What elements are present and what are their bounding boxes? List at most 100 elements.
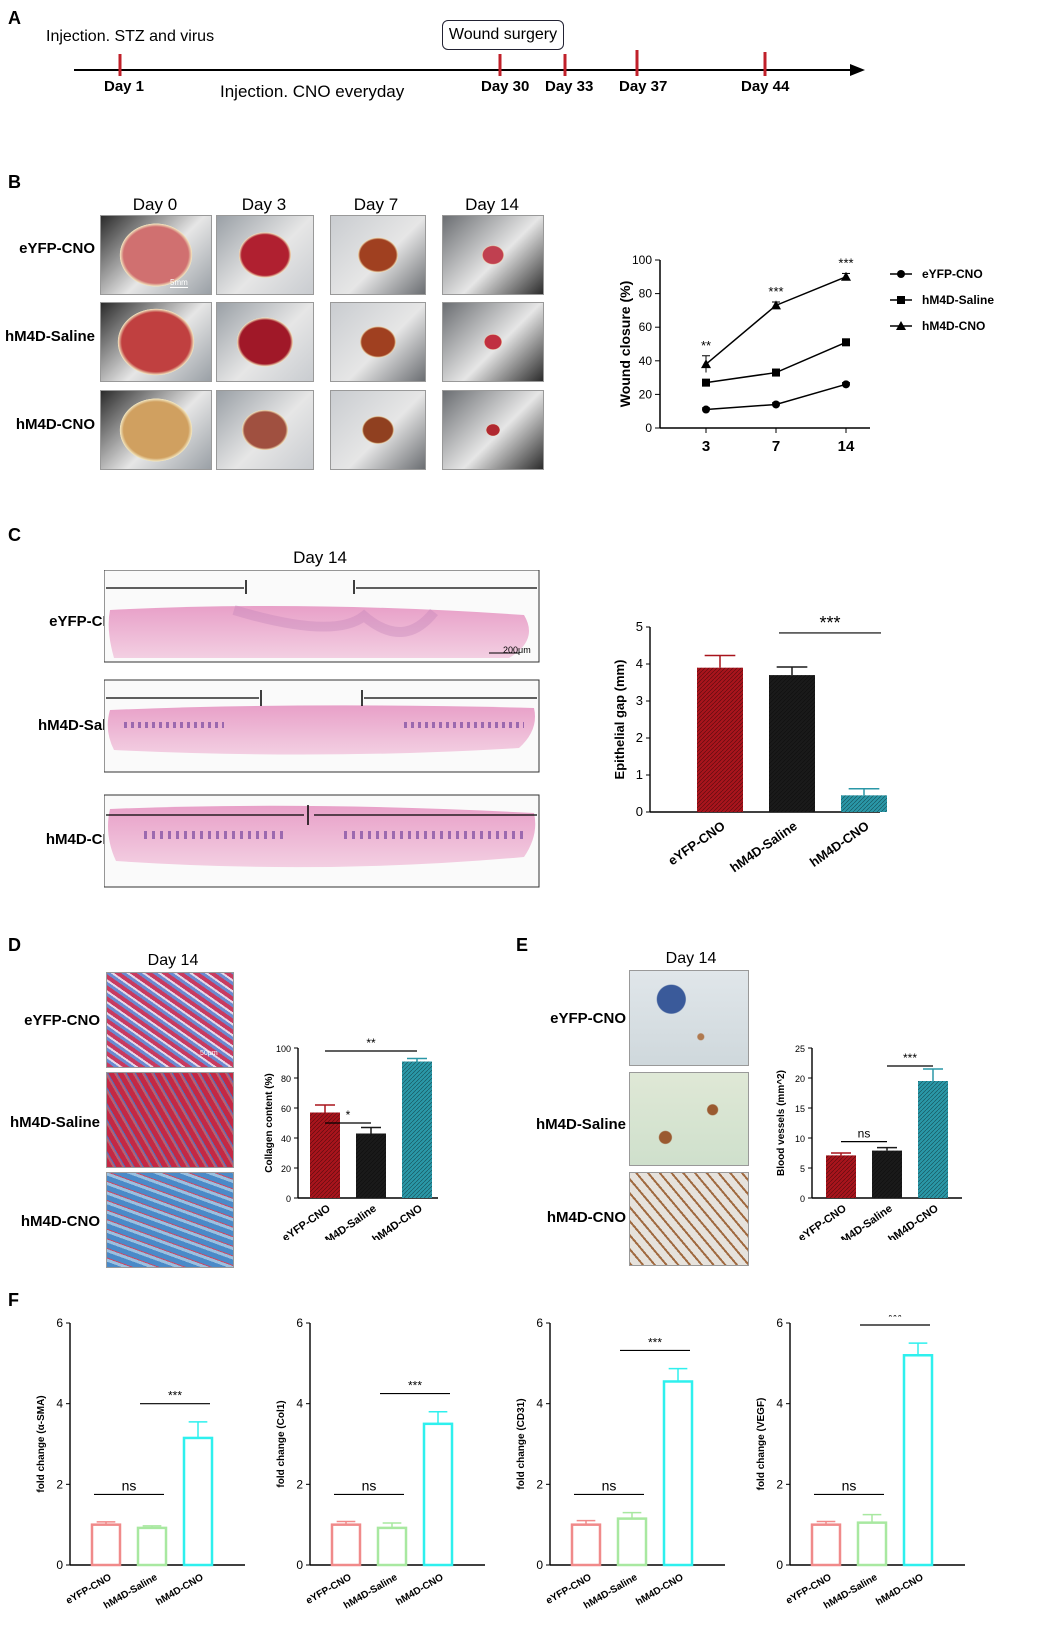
ihc-eyfp: [629, 970, 749, 1066]
y-tick-label: 4: [776, 1397, 783, 1411]
panel-label-e: E: [516, 935, 529, 955]
wound-photo: [100, 215, 212, 295]
y-tick-label: 20: [639, 387, 653, 401]
y-axis-title: Collagen content (%): [264, 1073, 275, 1172]
bar: [662, 1380, 694, 1567]
wound-photo: [330, 390, 426, 470]
y-tick-label: 4: [296, 1397, 303, 1411]
significance: ns: [858, 1127, 871, 1141]
point: [772, 368, 780, 377]
y-axis-title: fold change (CD31): [516, 1398, 527, 1489]
y-tick-label: 6: [296, 1316, 303, 1330]
y-tick-label: 4: [56, 1397, 63, 1411]
e-title: Day 14: [665, 950, 717, 967]
y-axis-title: fold change (α-SMA): [36, 1395, 47, 1492]
significance: ***: [838, 255, 853, 270]
x-tick-label: hM4D-CNO: [154, 1572, 205, 1608]
bar-texture: [769, 675, 815, 812]
significance: **: [366, 1036, 376, 1050]
series-line: [705, 341, 847, 384]
y-tick-label: 6: [776, 1316, 783, 1330]
wound-photo: [442, 390, 544, 470]
col-day-3: Day 3: [241, 195, 287, 214]
point: [771, 300, 781, 310]
x-tick-label: 3: [702, 438, 710, 455]
bar-texture: [356, 1133, 386, 1198]
y-tick-label: 2: [776, 1477, 783, 1491]
y-axis-title: fold change (VEGF): [756, 1398, 767, 1491]
y-tick-label: 15: [795, 1104, 805, 1114]
y-tick-label: 4: [536, 1397, 543, 1411]
y-tick-label: 100: [276, 1044, 291, 1054]
epithelial-gap-chart: 0 1 2 3 4 5 Epithelial gap (mm) eYFP-CNO hM4D-Sa…: [612, 615, 887, 875]
row-b-cno: hM4D-CNO: [15, 416, 95, 433]
x-tick-label: eYFP-CNO: [665, 818, 727, 868]
y-tick-label: 80: [639, 287, 653, 301]
panel-label-d: D: [8, 935, 21, 955]
point: [842, 380, 850, 389]
bar: [810, 1523, 842, 1567]
point: [772, 400, 780, 409]
bar: [570, 1523, 602, 1567]
significance: ns: [842, 1477, 857, 1493]
x-tick-label: hM4D-CNO: [370, 1202, 425, 1240]
bar-texture: [826, 1155, 856, 1198]
x-tick-label: hM4D-CNO: [886, 1202, 941, 1240]
y-tick-label: 3: [636, 693, 643, 708]
x-tick-label: hM4D-Saline: [727, 818, 800, 875]
wound-photo: [442, 302, 544, 382]
y-tick-label: 5: [800, 1164, 805, 1174]
row-b-saline: hM4D-Saline: [4, 328, 95, 345]
injection-label: Injection. STZ and virus: [46, 28, 215, 45]
c-title: Day 14: [293, 548, 347, 567]
significance: ***: [903, 1051, 917, 1065]
point: [841, 271, 851, 281]
x-tick-label: hM4D-CNO: [807, 818, 872, 870]
ihc-saline: [629, 1072, 749, 1166]
y-tick-label: 0: [800, 1194, 805, 1204]
y-tick-label: 20: [281, 1164, 291, 1174]
section-cno: [104, 794, 540, 888]
x-tick-label: hM4D-CNO: [874, 1572, 925, 1608]
y-tick-label: 2: [636, 730, 643, 745]
bar-texture: [918, 1081, 948, 1198]
significance: ***: [648, 1335, 662, 1349]
y-tick-label: 0: [536, 1558, 543, 1572]
panel-label-c: C: [8, 525, 21, 545]
y-axis-title: fold change (Col1): [276, 1400, 287, 1487]
bar-texture: [841, 795, 887, 812]
bar: [182, 1436, 214, 1567]
legend-label: hM4D-Saline: [922, 293, 994, 307]
col-day-7: Day 7: [353, 195, 399, 214]
wound-photo: [330, 302, 426, 382]
bar-texture: [310, 1112, 340, 1198]
legend-label: eYFP-CNO: [922, 267, 983, 281]
section-saline: [104, 679, 540, 773]
y-tick-label: 2: [296, 1477, 303, 1491]
histology-scale-bar: 200μm: [503, 645, 531, 655]
y-tick-label: 60: [281, 1104, 291, 1114]
wound-scale-bar: 5mm: [170, 278, 188, 288]
y-tick-label: 80: [281, 1074, 291, 1084]
y-tick-label: 1: [636, 767, 643, 782]
col-day-14: Day 14: [465, 195, 519, 214]
row-d-cno: hM4D-CNO: [20, 1213, 100, 1230]
y-tick-label: 6: [56, 1316, 63, 1330]
point: [701, 359, 711, 369]
y-tick-label: 10: [795, 1134, 805, 1144]
bar: [856, 1521, 888, 1567]
legend-marker: [897, 296, 905, 304]
bar: [422, 1422, 454, 1567]
significance: ***: [888, 1315, 902, 1324]
y-tick-label: 4: [636, 656, 643, 671]
bar-texture: [697, 667, 743, 812]
bar: [376, 1526, 408, 1567]
y-tick-label: 0: [645, 421, 652, 435]
y-tick-label: 0: [296, 1558, 303, 1572]
wound-photo: [330, 215, 426, 295]
y-tick-label: 6: [536, 1316, 543, 1330]
x-tick-label: hM4D-CNO: [634, 1572, 685, 1608]
